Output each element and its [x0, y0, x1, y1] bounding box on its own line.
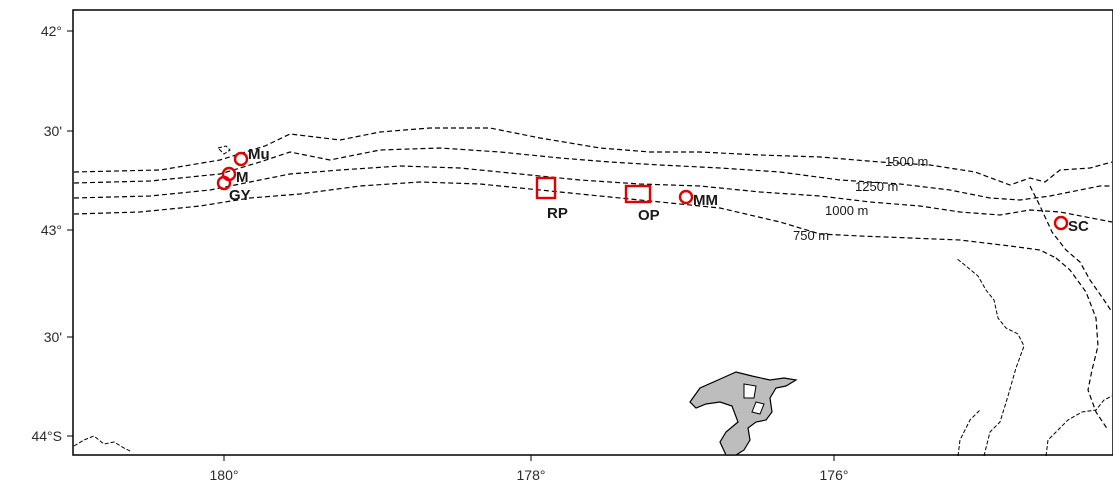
site-marker-rp	[535, 176, 557, 200]
sw-islets	[73, 435, 133, 453]
site-label-m: M	[236, 169, 249, 186]
contour-shelf	[1055, 257, 1109, 431]
y-tick-label: 43°	[41, 222, 62, 238]
site-label-op: OP	[638, 207, 660, 224]
site-marker-op	[624, 184, 652, 204]
x-tick-label: 180°	[210, 467, 239, 483]
site-label-rp: RP	[547, 205, 568, 222]
nw-islet	[217, 145, 231, 155]
site-label-sc: SC	[1068, 218, 1089, 235]
plot-frame	[72, 9, 1113, 456]
land-polygon	[689, 371, 798, 456]
land-chatham-islands	[689, 371, 798, 456]
y-tick-label: 44°S	[31, 428, 62, 444]
contour-label-1500: 1500 m	[885, 154, 928, 169]
site-marker-mm	[678, 189, 694, 205]
site-marker-sc	[1053, 215, 1069, 231]
site-label-gy: GY	[229, 187, 251, 204]
y-tick-label: 42°	[41, 23, 62, 39]
east-coast	[955, 257, 1025, 457]
contour-1250	[73, 147, 1112, 201]
coastline	[73, 145, 1113, 457]
y-axis	[67, 30, 73, 437]
east-coast-2	[1045, 395, 1113, 457]
lagoon	[751, 401, 765, 415]
contour-lines	[73, 127, 1113, 431]
contour-label-1000: 1000 m	[825, 203, 868, 218]
contour-label-750: 750 m	[793, 228, 829, 243]
contour-shelf-inner	[1029, 185, 1113, 313]
site-label-mu: Mu	[248, 146, 270, 163]
site-label-mm: MM	[693, 192, 718, 209]
x-axis	[223, 455, 835, 461]
contour-label-1250: 1250 m	[855, 179, 898, 194]
x-tick-label: 178°	[517, 467, 546, 483]
lagoon	[743, 383, 757, 399]
east-coast-3	[957, 409, 981, 457]
y-tick-label: 30'	[44, 123, 62, 139]
site-marker-mu	[233, 151, 249, 167]
site-marker-gy	[216, 175, 232, 191]
contour-750	[73, 181, 1057, 259]
contour-1000	[73, 165, 1113, 223]
x-tick-label: 176°	[820, 467, 849, 483]
y-tick-label: 30'	[44, 329, 62, 345]
contour-1500	[73, 127, 1113, 186]
site-markers	[216, 151, 1069, 231]
